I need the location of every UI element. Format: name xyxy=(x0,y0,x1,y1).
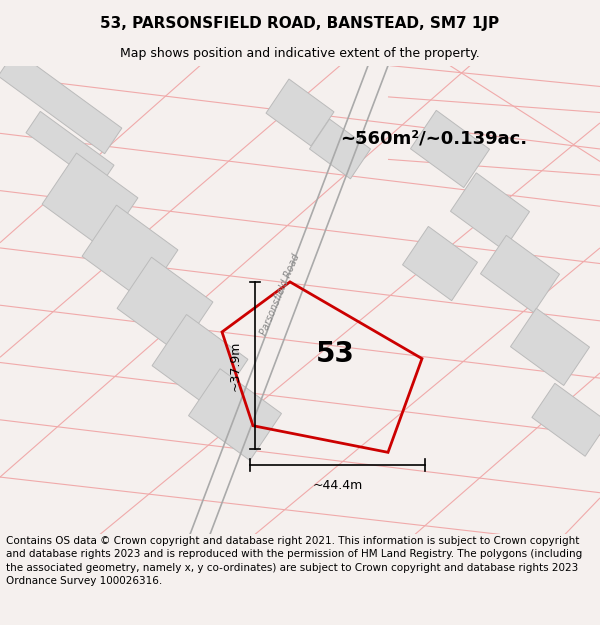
Polygon shape xyxy=(403,226,478,301)
Polygon shape xyxy=(511,308,590,386)
Polygon shape xyxy=(152,314,248,411)
Polygon shape xyxy=(188,369,281,461)
Polygon shape xyxy=(451,173,530,250)
Text: ~560m²/~0.139ac.: ~560m²/~0.139ac. xyxy=(340,129,527,148)
Polygon shape xyxy=(82,205,178,301)
Polygon shape xyxy=(266,79,334,146)
Text: ~37.9m: ~37.9m xyxy=(229,341,241,391)
Text: 53: 53 xyxy=(316,341,355,369)
Polygon shape xyxy=(42,153,138,249)
Polygon shape xyxy=(481,236,560,312)
Text: 53, PARSONSFIELD ROAD, BANSTEAD, SM7 1JP: 53, PARSONSFIELD ROAD, BANSTEAD, SM7 1JP xyxy=(100,16,500,31)
Polygon shape xyxy=(26,111,114,186)
Text: Map shows position and indicative extent of the property.: Map shows position and indicative extent… xyxy=(120,48,480,60)
Polygon shape xyxy=(310,119,371,179)
Polygon shape xyxy=(532,383,600,456)
Text: Parsonsfield Road: Parsonsfield Road xyxy=(259,253,301,337)
Polygon shape xyxy=(0,51,122,154)
Text: ~44.4m: ~44.4m xyxy=(313,479,362,492)
Text: Contains OS data © Crown copyright and database right 2021. This information is : Contains OS data © Crown copyright and d… xyxy=(6,536,582,586)
Polygon shape xyxy=(117,258,213,353)
Polygon shape xyxy=(410,111,490,188)
